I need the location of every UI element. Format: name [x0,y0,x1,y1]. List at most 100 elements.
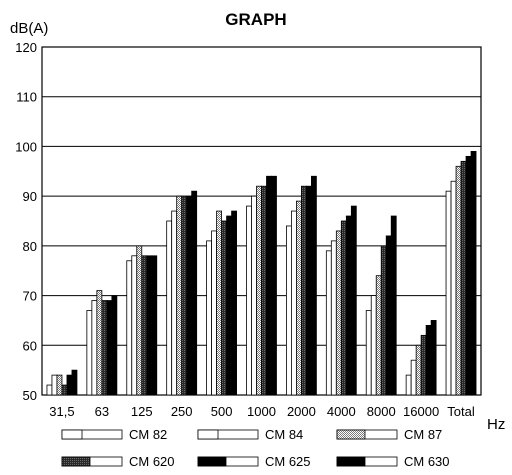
bar-cm-625 [106,300,113,396]
x-tick-label: 250 [171,404,193,419]
y-tick-label: 50 [23,388,37,403]
bar-cm-84 [91,300,98,396]
bar-cm-620 [261,185,267,396]
bar-cm-625 [66,374,73,396]
bar-cm-87 [56,374,63,396]
x-tick-label: 8000 [367,404,396,419]
bar-cm-625 [345,215,352,396]
bar-cm-87 [296,200,302,396]
bar-cm-87 [375,275,382,396]
bar-cm-84 [211,230,217,396]
bar-cm-620 [101,300,108,396]
x-axis-label: Hz [487,416,505,433]
bar-cm-87 [176,195,183,396]
x-tick-label: 500 [211,404,233,419]
x-tick-label: 63 [95,404,109,419]
y-tick-label: 70 [23,289,37,304]
bar-cm-82 [246,205,252,396]
legend-label: CM 87 [404,427,442,442]
x-tick-label: 125 [131,404,153,419]
bar-cm-82 [365,310,372,396]
x-tick-label: 2000 [287,404,316,419]
plot-area: 50 60 70 80 90 100 110 120 31,5 63 125 250 500 1000 20… [15,40,482,469]
bar-cm-87 [136,245,143,396]
x-tick-label: Total [447,404,475,419]
bar-cm-630 [191,190,198,396]
bar-cm-87 [455,165,462,396]
bar-cm-87 [415,344,422,396]
bar-cm-84 [291,210,297,396]
bar-cm-630 [470,150,477,396]
bar-cm-630 [271,175,277,396]
bar-cm-620 [380,245,387,396]
y-tick-label: 60 [23,338,37,353]
bar-cm-620 [420,334,427,396]
bar-cm-625 [226,215,232,396]
bar-cm-625 [425,324,432,396]
bar-cm-620 [301,185,307,396]
bar-cm-625 [306,185,312,396]
bar-cm-625 [266,175,272,396]
bar-cm-82 [325,250,332,396]
legend-swatch-fill [197,456,227,467]
bar-cm-84 [330,240,337,396]
bar-cm-82 [286,225,292,396]
legend-label: CM 82 [129,427,167,442]
bar-cm-630 [390,215,397,396]
bar-cm-625 [385,235,392,396]
bar-cm-87 [96,290,103,396]
bar-cm-620 [460,160,467,396]
x-tick-label: 4000 [327,404,356,419]
bar-cm-87 [216,210,222,396]
legend-swatch-fill [336,456,366,467]
y-tick-label: 100 [15,139,37,154]
bar-cm-84 [51,374,58,396]
bar-cm-625 [186,195,193,396]
bar-cm-82 [126,260,133,396]
bar-cm-87 [335,230,342,396]
bar-cm-630 [71,369,78,396]
bar-cm-630 [151,255,158,396]
bar-cm-84 [251,195,257,396]
bar-cm-620 [221,220,227,396]
chart-title: GRAPH [225,10,286,29]
bar-cm-84 [131,255,138,396]
legend-label: CM 630 [404,454,450,469]
x-tick-label: 16000 [403,404,439,419]
bar-cm-630 [311,175,317,396]
y-tick-label: 80 [23,239,37,254]
bar-cm-620 [61,384,68,396]
bar-cm-620 [141,255,148,396]
y-tick-label: 90 [23,189,37,204]
bar-cm-630 [430,320,437,396]
y-tick-label: 120 [15,40,37,55]
bar-cm-630 [231,210,237,396]
bar-cm-84 [370,295,377,396]
bar-cm-620 [181,195,188,396]
bar-cm-620 [340,220,347,396]
x-tick-label: 31,5 [49,404,74,419]
legend-swatch-fill [61,429,83,440]
bar-cm-82 [405,374,412,396]
bar-cm-630 [350,205,357,396]
legend-label: CM 625 [265,454,311,469]
legend-label: CM 620 [129,454,175,469]
bar-cm-625 [146,255,153,396]
bar-cm-625 [465,155,472,396]
y-tick-label: 110 [16,90,37,105]
legend-swatch-fill [61,456,91,467]
bar-cm-84 [410,359,417,396]
bar-cm-87 [256,185,262,396]
legend-swatch-fill [336,429,366,440]
bar-cm-82 [166,220,173,396]
legend-swatch-fill [197,429,219,440]
bar-cm-82 [206,240,212,396]
bar-cm-630 [111,295,118,396]
y-axis-label: dB(A) [10,20,48,37]
bar-cm-84 [450,180,457,396]
bar-cm-82 [86,310,93,396]
bar-cm-82 [46,384,53,396]
bar-cm-84 [171,210,178,396]
x-tick-label: 1000 [247,404,276,419]
